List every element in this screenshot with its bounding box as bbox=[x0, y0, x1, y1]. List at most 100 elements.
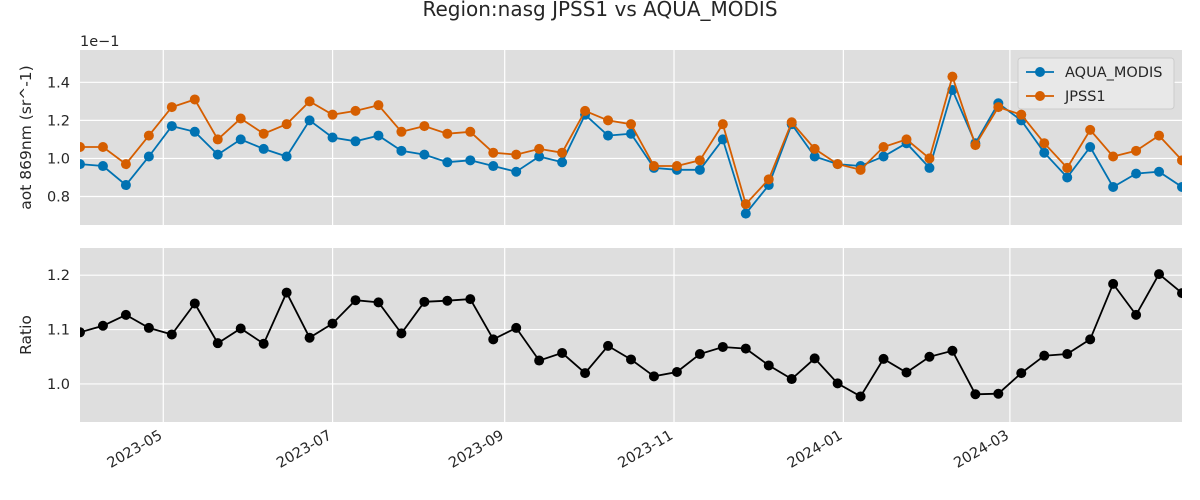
top-point-1-35 bbox=[878, 142, 889, 153]
top-point-1-17 bbox=[465, 126, 476, 137]
bot-point-0-42 bbox=[1039, 350, 1050, 361]
top-point-1-41 bbox=[1016, 109, 1027, 120]
bot-point-0-48 bbox=[1177, 288, 1182, 299]
bot-series-ratio bbox=[80, 269, 1182, 402]
top-point-1-23 bbox=[603, 115, 614, 126]
bot-point-0-1 bbox=[97, 320, 108, 331]
bot-point-0-20 bbox=[534, 355, 545, 366]
top-point-0-13 bbox=[373, 130, 384, 141]
top-point-0-14 bbox=[396, 145, 407, 156]
top-point-1-33 bbox=[832, 159, 843, 170]
bot-point-0-21 bbox=[557, 347, 568, 358]
top-point-0-6 bbox=[212, 149, 223, 160]
bot-point-0-33 bbox=[832, 378, 843, 389]
top-point-0-18 bbox=[488, 161, 499, 172]
bot-point-0-24 bbox=[626, 354, 636, 365]
top-point-1-0 bbox=[80, 142, 85, 153]
x-tick-label-4: 2024-01 bbox=[785, 428, 845, 472]
x-ticks: 2023-05 2023-07 2023-09 2023-11 2024-01 2024-… bbox=[105, 428, 1012, 472]
top-point-1-45 bbox=[1108, 151, 1119, 162]
top-point-1-22 bbox=[580, 105, 591, 116]
bot-point-0-11 bbox=[327, 318, 338, 329]
top-point-0-20 bbox=[534, 151, 545, 162]
bot-point-0-12 bbox=[350, 295, 361, 306]
bot-point-0-19 bbox=[511, 322, 522, 333]
legend-marker-1 bbox=[1035, 91, 1045, 101]
bot-point-0-23 bbox=[603, 340, 614, 351]
top-point-0-17 bbox=[465, 155, 476, 166]
bot-point-0-39 bbox=[970, 389, 981, 400]
top-point-1-3 bbox=[143, 130, 154, 141]
top-y-tick-label-3: 1.4 bbox=[47, 75, 70, 91]
bot-point-0-44 bbox=[1085, 334, 1096, 345]
bot-point-0-18 bbox=[488, 334, 499, 345]
top-point-0-0 bbox=[80, 159, 85, 170]
bot-point-0-47 bbox=[1154, 269, 1165, 280]
top-point-0-32 bbox=[809, 151, 820, 162]
bot-point-0-25 bbox=[648, 371, 659, 382]
top-point-0-24 bbox=[626, 128, 636, 139]
top-point-1-26 bbox=[671, 161, 682, 172]
x-tick-label-1: 2023-07 bbox=[274, 428, 334, 472]
bot-point-0-45 bbox=[1108, 278, 1119, 289]
top-point-1-34 bbox=[855, 164, 866, 175]
top-point-1-28 bbox=[717, 119, 728, 130]
top-point-0-19 bbox=[511, 166, 522, 177]
top-point-0-29 bbox=[740, 208, 751, 219]
top-offset-label: 1e−1 bbox=[80, 34, 120, 50]
bottom-panel-background bbox=[80, 248, 1182, 422]
bot-y-tick-label-1: 1.1 bbox=[47, 323, 70, 339]
bot-point-0-32 bbox=[809, 353, 820, 364]
top-point-1-12 bbox=[350, 105, 361, 116]
bot-point-0-30 bbox=[763, 360, 774, 371]
bot-point-0-14 bbox=[396, 328, 407, 339]
bot-point-0-43 bbox=[1062, 349, 1073, 360]
top-point-1-8 bbox=[258, 128, 269, 139]
top-point-1-37 bbox=[924, 153, 935, 164]
top-point-0-35 bbox=[878, 151, 889, 162]
bottom-y-ticks: 1.0 1.1 1.2 bbox=[47, 268, 70, 393]
top-y-tick-label-1: 1.0 bbox=[47, 151, 70, 167]
bot-point-0-22 bbox=[580, 368, 591, 379]
top-point-0-28 bbox=[717, 134, 728, 145]
top-point-1-24 bbox=[626, 119, 636, 130]
legend-marker-0 bbox=[1035, 67, 1045, 77]
top-point-0-44 bbox=[1085, 142, 1096, 153]
top-point-1-32 bbox=[809, 143, 820, 154]
top-point-1-15 bbox=[419, 121, 430, 132]
bottom-series bbox=[80, 269, 1182, 402]
bot-point-0-5 bbox=[189, 298, 200, 309]
top-panel: 0.8 1.0 1.2 1.4 1e−1 aot 869nm (sr^-1) AQUA… bbox=[17, 34, 1182, 225]
bottom-y-axis-label: Ratio bbox=[17, 315, 35, 355]
top-gridlines bbox=[80, 50, 1182, 225]
top-point-1-13 bbox=[373, 100, 384, 111]
top-point-1-46 bbox=[1131, 145, 1142, 156]
top-series-jpss1 bbox=[80, 71, 1182, 210]
top-point-0-2 bbox=[120, 180, 131, 191]
bot-point-0-13 bbox=[373, 297, 384, 308]
top-point-1-43 bbox=[1062, 162, 1073, 173]
top-point-0-43 bbox=[1062, 172, 1073, 183]
top-point-1-48 bbox=[1177, 155, 1182, 166]
bot-point-0-0 bbox=[80, 327, 85, 338]
top-point-1-25 bbox=[648, 161, 659, 172]
top-point-1-4 bbox=[166, 102, 177, 113]
top-point-1-44 bbox=[1085, 124, 1096, 135]
bot-y-tick-label-2: 1.2 bbox=[47, 268, 70, 284]
bot-point-0-38 bbox=[947, 345, 958, 356]
top-point-0-4 bbox=[166, 121, 177, 132]
top-point-1-20 bbox=[534, 143, 545, 154]
top-point-0-12 bbox=[350, 136, 361, 147]
top-y-axis-label: aot 869nm (sr^-1) bbox=[17, 65, 35, 209]
top-point-1-6 bbox=[212, 134, 223, 145]
bot-point-0-8 bbox=[258, 338, 269, 349]
x-tick-label-2: 2023-09 bbox=[446, 428, 506, 472]
top-point-1-30 bbox=[763, 174, 774, 185]
bot-point-0-29 bbox=[740, 343, 751, 354]
top-point-0-46 bbox=[1131, 168, 1142, 179]
top-point-1-5 bbox=[189, 94, 200, 105]
legend: AQUA_MODIS JPSS1 bbox=[1017, 57, 1175, 110]
bot-point-0-31 bbox=[786, 374, 797, 385]
bot-y-tick-label-0: 1.0 bbox=[47, 377, 70, 393]
bot-point-0-2 bbox=[120, 309, 131, 320]
